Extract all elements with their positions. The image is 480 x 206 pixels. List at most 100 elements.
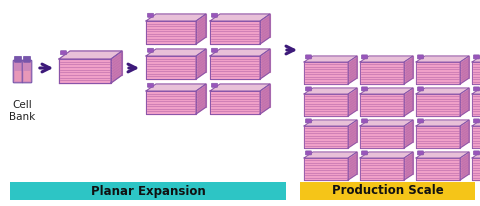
Polygon shape <box>425 120 469 142</box>
Polygon shape <box>260 49 270 79</box>
Polygon shape <box>156 49 206 72</box>
Polygon shape <box>404 120 413 148</box>
FancyBboxPatch shape <box>14 56 22 62</box>
Polygon shape <box>369 88 413 110</box>
Polygon shape <box>360 56 413 62</box>
Polygon shape <box>313 120 357 142</box>
Polygon shape <box>416 62 460 84</box>
Polygon shape <box>210 21 260 44</box>
Polygon shape <box>210 49 270 56</box>
Polygon shape <box>425 152 469 174</box>
Polygon shape <box>416 158 460 180</box>
Polygon shape <box>416 120 469 126</box>
Polygon shape <box>220 14 270 37</box>
Text: Planar Expansion: Planar Expansion <box>91 185 205 198</box>
Polygon shape <box>472 152 480 158</box>
FancyBboxPatch shape <box>361 87 368 91</box>
FancyBboxPatch shape <box>305 119 312 123</box>
Polygon shape <box>360 126 404 148</box>
FancyBboxPatch shape <box>212 83 217 87</box>
Polygon shape <box>416 126 460 148</box>
Polygon shape <box>348 88 357 116</box>
Polygon shape <box>146 91 196 114</box>
FancyBboxPatch shape <box>418 119 423 123</box>
FancyBboxPatch shape <box>147 13 154 17</box>
Polygon shape <box>304 56 357 62</box>
Polygon shape <box>196 84 206 114</box>
FancyBboxPatch shape <box>418 55 423 59</box>
Polygon shape <box>460 120 469 148</box>
Polygon shape <box>156 14 206 37</box>
Polygon shape <box>260 84 270 114</box>
Polygon shape <box>196 49 206 79</box>
FancyBboxPatch shape <box>305 151 312 155</box>
Polygon shape <box>360 62 404 84</box>
Polygon shape <box>460 152 469 180</box>
FancyBboxPatch shape <box>361 55 368 59</box>
Polygon shape <box>146 21 196 44</box>
Polygon shape <box>472 62 480 84</box>
Polygon shape <box>304 126 348 148</box>
FancyBboxPatch shape <box>24 56 30 62</box>
Polygon shape <box>304 94 348 116</box>
FancyBboxPatch shape <box>473 55 480 59</box>
Polygon shape <box>304 158 348 180</box>
FancyBboxPatch shape <box>13 60 23 83</box>
FancyBboxPatch shape <box>15 71 21 81</box>
Polygon shape <box>348 56 357 84</box>
Polygon shape <box>304 152 357 158</box>
Polygon shape <box>348 120 357 148</box>
FancyBboxPatch shape <box>22 60 32 83</box>
Polygon shape <box>210 84 270 91</box>
Polygon shape <box>146 84 206 91</box>
Polygon shape <box>146 14 206 21</box>
Polygon shape <box>111 51 122 83</box>
Polygon shape <box>416 88 469 94</box>
Polygon shape <box>360 88 413 94</box>
Polygon shape <box>304 88 357 94</box>
Polygon shape <box>146 56 196 79</box>
Polygon shape <box>304 120 357 126</box>
Polygon shape <box>472 158 480 180</box>
Polygon shape <box>260 14 270 44</box>
FancyBboxPatch shape <box>24 71 30 81</box>
Polygon shape <box>304 62 348 84</box>
FancyBboxPatch shape <box>212 13 217 17</box>
Polygon shape <box>313 88 357 110</box>
FancyBboxPatch shape <box>60 51 67 55</box>
Polygon shape <box>59 59 111 83</box>
FancyBboxPatch shape <box>212 48 217 52</box>
FancyBboxPatch shape <box>418 87 423 91</box>
Polygon shape <box>210 91 260 114</box>
Polygon shape <box>472 56 480 62</box>
Polygon shape <box>210 56 260 79</box>
Polygon shape <box>472 88 480 94</box>
Polygon shape <box>416 152 469 158</box>
FancyBboxPatch shape <box>473 87 480 91</box>
FancyBboxPatch shape <box>147 83 154 87</box>
Polygon shape <box>348 152 357 180</box>
Polygon shape <box>425 56 469 78</box>
Polygon shape <box>210 14 270 21</box>
Polygon shape <box>404 152 413 180</box>
Polygon shape <box>425 88 469 110</box>
Polygon shape <box>360 94 404 116</box>
Polygon shape <box>404 88 413 116</box>
Polygon shape <box>70 51 122 75</box>
Polygon shape <box>156 84 206 107</box>
Polygon shape <box>220 84 270 107</box>
Polygon shape <box>369 152 413 174</box>
Polygon shape <box>404 56 413 84</box>
Polygon shape <box>369 56 413 78</box>
Polygon shape <box>416 94 460 116</box>
FancyBboxPatch shape <box>305 55 312 59</box>
Polygon shape <box>220 49 270 72</box>
Polygon shape <box>416 56 469 62</box>
FancyBboxPatch shape <box>418 151 423 155</box>
FancyBboxPatch shape <box>473 119 480 123</box>
Text: Cell
Bank: Cell Bank <box>9 100 35 122</box>
Polygon shape <box>313 152 357 174</box>
FancyBboxPatch shape <box>361 151 368 155</box>
FancyBboxPatch shape <box>473 151 480 155</box>
Polygon shape <box>360 152 413 158</box>
